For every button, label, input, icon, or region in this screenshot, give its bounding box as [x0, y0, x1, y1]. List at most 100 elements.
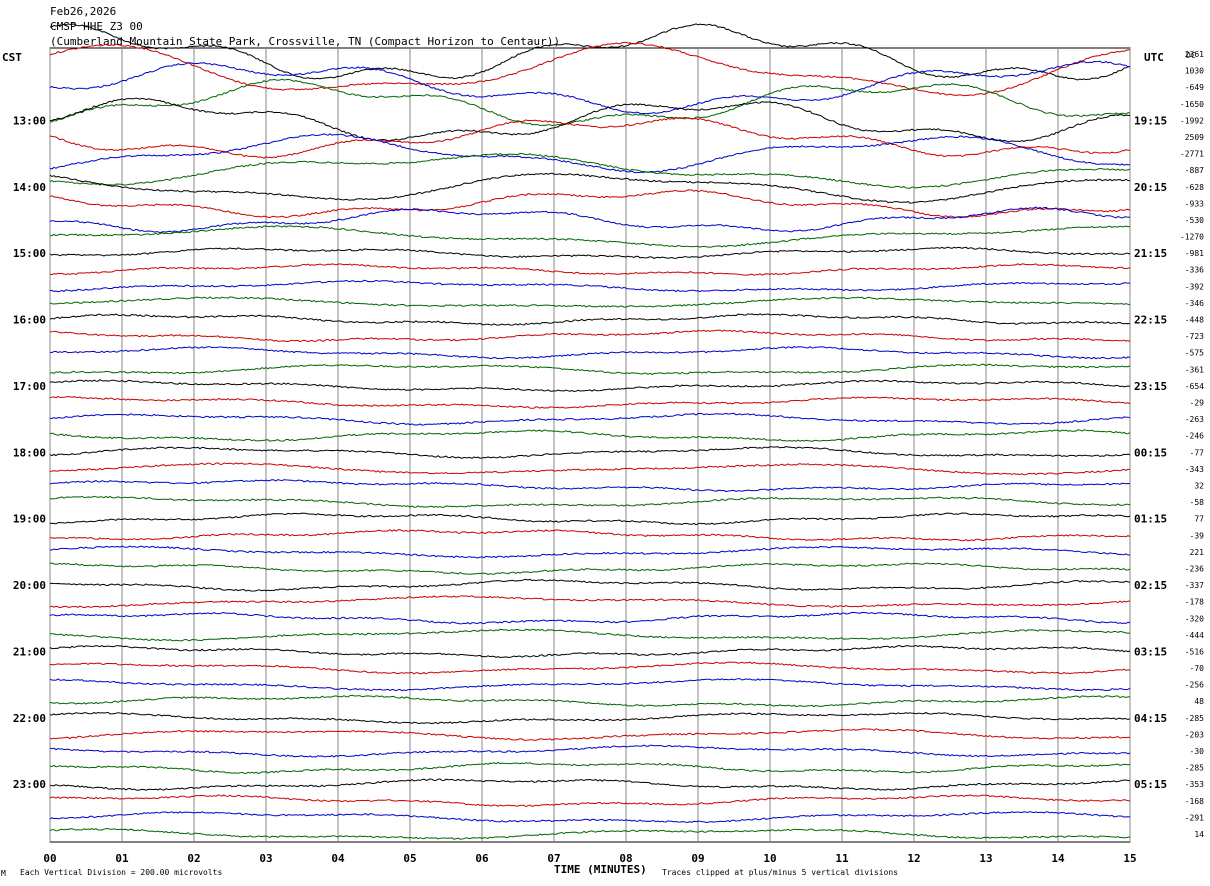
left-hour-label: 20:00: [13, 579, 46, 592]
trace-line: [49, 116, 1130, 159]
dc-offset-label: -39: [1190, 531, 1205, 540]
trace-line: [49, 578, 1131, 592]
dc-offset-label: 221: [1190, 548, 1205, 557]
header-date: Feb26,2026: [50, 5, 116, 18]
x-tick-label: 08: [619, 852, 632, 865]
clip-note: Traces clipped at plus/minus 5 vertical …: [662, 868, 898, 877]
dc-offset-label: 48: [1194, 697, 1204, 706]
left-hour-label: 18:00: [13, 446, 46, 459]
x-tick-label: 09: [691, 852, 704, 865]
left-hour-label: 23:00: [13, 778, 46, 791]
dc-offset-label: -1992: [1180, 116, 1204, 125]
dc-offset-label: -981: [1185, 249, 1204, 258]
trace-line: [49, 562, 1131, 575]
dc-offset-label: -256: [1185, 681, 1204, 690]
trace-line: [49, 529, 1131, 542]
x-tick-label: 07: [547, 852, 560, 865]
x-tick-label: 04: [331, 852, 345, 865]
trace-line: [49, 711, 1131, 725]
dc-offset-label: 2509: [1185, 133, 1204, 142]
x-tick-labels: 00 01 02 03 04 05 06 07 08 09 10 11 12 13 14 15: [43, 852, 1136, 865]
dc-offset-label: -291: [1185, 813, 1204, 822]
trace-line: [49, 761, 1131, 775]
trace-line: [49, 23, 1131, 81]
x-tick-label: 11: [835, 852, 849, 865]
x-tick-label: 03: [259, 852, 272, 865]
trace-line: [49, 395, 1131, 409]
trace-line: [49, 363, 1131, 375]
dc-offset-label: -887: [1185, 166, 1204, 175]
dc-offset-label: -285: [1185, 714, 1204, 723]
dc-offset-label: -353: [1185, 780, 1204, 789]
x-axis-label: TIME (MINUTES): [554, 863, 647, 876]
dc-offset-label: -649: [1185, 83, 1204, 92]
dc-offset-label: -285: [1185, 764, 1204, 773]
right-hour-label: 19:15: [1134, 114, 1167, 127]
left-hour-label: 17:00: [13, 380, 46, 393]
dc-offset-label: -392: [1185, 282, 1204, 291]
dc-offset-label: -263: [1185, 415, 1204, 424]
x-tick-label: 13: [979, 852, 992, 865]
trace-line: [49, 794, 1131, 808]
dc-offset-label: -361: [1185, 365, 1204, 374]
trace-line: [49, 611, 1131, 625]
dc-offset-label: -203: [1185, 730, 1204, 739]
trace-line: [49, 78, 1131, 127]
left-hour-label: 22:00: [13, 712, 46, 725]
trace-line: [49, 206, 1131, 234]
trace-line: [49, 811, 1131, 824]
x-tick-label: 12: [907, 852, 920, 865]
left-hour-label: 13:00: [13, 114, 46, 127]
dc-offset-label: -1650: [1180, 100, 1204, 109]
right-hour-label: 01:15: [1134, 513, 1167, 526]
dc-offset-label: -30: [1190, 747, 1205, 756]
dc-offset-label: -168: [1185, 797, 1204, 806]
dc-offset-label: -530: [1185, 216, 1204, 225]
dc-offset-label: -654: [1185, 382, 1204, 391]
dc-offset-label: -448: [1185, 316, 1204, 325]
trace-line: [49, 313, 1130, 326]
trace-line: [49, 445, 1131, 459]
dc-offset-label: -2771: [1180, 150, 1204, 159]
right-hour-label: 21:15: [1134, 247, 1167, 260]
left-hour-label: 14:00: [13, 181, 46, 194]
trace-line: [49, 462, 1131, 476]
trace-line: [49, 60, 1131, 115]
x-tick-label: 01: [115, 852, 129, 865]
dc-offset-label: -70: [1190, 664, 1205, 673]
trace-line: [49, 263, 1131, 276]
right-hour-label: 00:15: [1134, 446, 1167, 459]
trace-line: [50, 412, 1131, 426]
dc-offset-label: -444: [1185, 631, 1204, 640]
dc-offset-label: 2361: [1185, 50, 1204, 59]
right-hour-label: 02:15: [1134, 579, 1167, 592]
trace-line: [49, 694, 1131, 708]
trace-line: [49, 172, 1131, 204]
dc-offset-label: -246: [1185, 432, 1204, 441]
trace-line: [49, 189, 1131, 219]
dc-offset-label: -29: [1190, 399, 1205, 408]
right-hour-labels: 19:15 20:15 21:15 22:15 23:15 00:15 01:15 02:15…: [1134, 114, 1167, 791]
trace-line: [49, 133, 1130, 174]
left-hour-label: 16:00: [13, 314, 46, 327]
right-hour-label: 05:15: [1134, 778, 1167, 791]
dc-offset-label: -236: [1185, 564, 1204, 573]
x-tick-label: 14: [1051, 852, 1065, 865]
dc-offset-label: 14: [1194, 830, 1204, 839]
x-tick-label: 15: [1123, 852, 1136, 865]
dc-offset-label: -178: [1185, 598, 1204, 607]
right-zone-label: UTC: [1144, 51, 1164, 64]
dc-label: DC: [1186, 51, 1196, 60]
dc-offset-label: -336: [1185, 266, 1204, 275]
dc-offset-label: -58: [1190, 498, 1205, 507]
left-hour-label: 21:00: [13, 645, 46, 658]
trace-line: [49, 728, 1131, 741]
dc-offset-label: -343: [1185, 465, 1204, 474]
scale-note: Each Vertical Division = 200.00 microvol…: [20, 868, 222, 877]
right-hour-label: 20:15: [1134, 181, 1167, 194]
trace-line: [49, 345, 1131, 360]
right-hour-label: 22:15: [1134, 314, 1167, 327]
dc-offset-label: -1270: [1180, 233, 1204, 242]
